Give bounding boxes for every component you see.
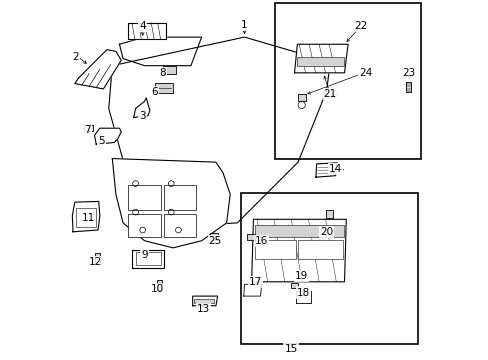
Text: 19: 19 (294, 271, 307, 282)
Bar (164, 185, 196, 210)
Bar (297, 94, 305, 102)
Text: 21: 21 (323, 89, 336, 99)
Bar (298, 240, 342, 259)
Text: 15: 15 (284, 343, 297, 354)
Polygon shape (128, 23, 165, 39)
Bar (164, 214, 196, 237)
Polygon shape (112, 158, 230, 248)
Text: 5: 5 (98, 136, 105, 146)
Bar (83, 125, 92, 131)
Polygon shape (294, 44, 347, 73)
Polygon shape (94, 128, 121, 144)
Bar (254, 225, 343, 237)
Bar (76, 207, 95, 227)
Polygon shape (132, 249, 164, 267)
Text: 11: 11 (81, 212, 95, 222)
Bar (95, 253, 100, 264)
Text: 8: 8 (159, 68, 165, 78)
Bar (128, 185, 160, 210)
Polygon shape (192, 296, 217, 306)
Bar (194, 298, 214, 303)
Bar (157, 280, 162, 291)
Text: 12: 12 (88, 257, 102, 267)
Bar (155, 83, 173, 93)
Bar (135, 252, 160, 265)
Text: 3: 3 (139, 111, 146, 121)
Bar (406, 82, 410, 93)
Text: 18: 18 (296, 288, 309, 297)
Text: 9: 9 (141, 250, 147, 260)
Bar (325, 210, 333, 217)
Polygon shape (72, 202, 100, 232)
Text: 6: 6 (151, 87, 158, 98)
Bar (291, 283, 297, 288)
Text: 16: 16 (255, 236, 268, 246)
Text: 23: 23 (401, 68, 415, 78)
Bar (163, 66, 175, 74)
Text: 4: 4 (139, 21, 146, 31)
Polygon shape (315, 163, 336, 177)
Polygon shape (296, 292, 310, 303)
Polygon shape (134, 98, 149, 117)
Bar (210, 233, 218, 240)
Bar (274, 3, 421, 158)
Bar (247, 234, 254, 240)
Text: 2: 2 (72, 52, 79, 62)
Text: 24: 24 (359, 68, 372, 78)
Polygon shape (82, 208, 99, 217)
Text: 13: 13 (196, 303, 210, 314)
Text: 14: 14 (328, 164, 342, 174)
Polygon shape (251, 219, 346, 282)
Bar (241, 193, 417, 344)
Polygon shape (244, 284, 261, 296)
Text: 17: 17 (248, 277, 261, 287)
Text: 10: 10 (150, 284, 163, 294)
Text: 7: 7 (84, 125, 90, 135)
Bar (254, 240, 295, 259)
Text: 25: 25 (208, 236, 222, 246)
Text: 1: 1 (241, 19, 247, 30)
Bar (297, 57, 343, 66)
Text: 22: 22 (353, 21, 366, 31)
Polygon shape (75, 50, 121, 89)
Text: 20: 20 (320, 227, 332, 237)
Bar (128, 214, 160, 237)
